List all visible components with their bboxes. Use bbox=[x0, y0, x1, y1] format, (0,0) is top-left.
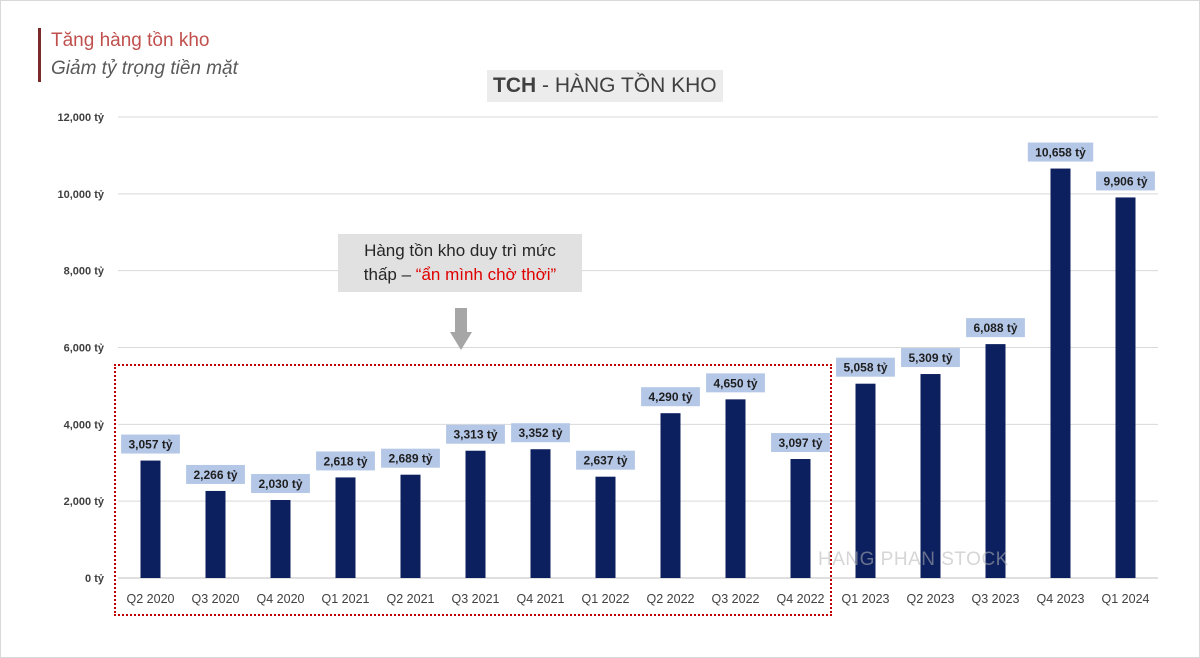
data-labels: 3,057 tỷ 2,266 tỷ 2,030 tỷ 2,618 tỷ 2,689 tỷ… bbox=[121, 142, 1155, 494]
bar bbox=[985, 344, 1006, 578]
x-tick-label: Q2 2021 bbox=[387, 592, 435, 606]
bar bbox=[855, 383, 876, 578]
data-label-bg bbox=[251, 474, 310, 494]
data-label-bg bbox=[186, 464, 245, 484]
bar bbox=[725, 399, 746, 578]
chart-title-text: - HÀNG TỒN KHO bbox=[536, 74, 717, 97]
x-tick-label: Q1 2024 bbox=[1102, 592, 1150, 606]
data-label-bg bbox=[121, 434, 180, 454]
data-label: 3,313 tỷ bbox=[453, 428, 497, 442]
bar bbox=[140, 460, 161, 578]
header-title: Tăng hàng tồn kho bbox=[51, 30, 210, 51]
bar bbox=[790, 459, 811, 578]
x-tick-label: Q4 2022 bbox=[777, 592, 825, 606]
data-label-bg bbox=[771, 433, 830, 453]
bar bbox=[205, 490, 226, 578]
bar bbox=[465, 450, 486, 578]
data-label: 9,906 tỷ bbox=[1103, 174, 1147, 188]
header-subtitle: Giảm tỷ trọng tiền mặt bbox=[51, 58, 238, 79]
y-tick-label: 0 tỷ bbox=[85, 573, 105, 585]
y-tick-label: 10,000 tỷ bbox=[58, 189, 105, 201]
x-tick-label: Q4 2020 bbox=[257, 592, 305, 606]
y-tick-label: 2,000 tỷ bbox=[64, 496, 105, 508]
data-label: 10,658 tỷ bbox=[1035, 146, 1086, 160]
data-label: 2,266 tỷ bbox=[193, 468, 237, 482]
watermark: HANG PHAN STOCK bbox=[818, 549, 1009, 570]
x-tick-label: Q1 2021 bbox=[322, 592, 370, 606]
y-tick-label: 4,000 tỷ bbox=[64, 419, 105, 431]
x-tick-label: Q3 2020 bbox=[192, 592, 240, 606]
data-label-bg bbox=[641, 387, 700, 407]
bar bbox=[1050, 168, 1071, 578]
data-label: 2,689 tỷ bbox=[388, 452, 432, 466]
highlight-region-box bbox=[114, 364, 832, 616]
x-tick-label: Q3 2022 bbox=[712, 592, 760, 606]
bar bbox=[400, 474, 421, 578]
data-label-bg bbox=[706, 373, 765, 393]
x-tick-label: Q1 2023 bbox=[842, 592, 890, 606]
x-tick-label: Q4 2023 bbox=[1037, 592, 1085, 606]
bar bbox=[335, 477, 356, 578]
chart-title-ticker: TCH bbox=[493, 74, 537, 97]
data-label-bg bbox=[381, 448, 440, 468]
bar bbox=[660, 413, 681, 578]
bar bbox=[270, 500, 291, 578]
annotation-line1: Hàng tồn kho duy trì mức bbox=[364, 241, 556, 260]
x-tick-label: Q2 2022 bbox=[647, 592, 695, 606]
x-tick-label: Q3 2021 bbox=[452, 592, 500, 606]
data-label: 3,057 tỷ bbox=[128, 438, 172, 452]
data-label-bg bbox=[511, 423, 570, 443]
x-tick-label: Q1 2022 bbox=[582, 592, 630, 606]
data-label-bg bbox=[316, 451, 375, 471]
down-arrow-icon bbox=[450, 308, 472, 350]
data-label-bg bbox=[446, 424, 505, 444]
data-label: 5,058 tỷ bbox=[843, 361, 887, 375]
data-label: 5,309 tỷ bbox=[908, 351, 952, 365]
data-label-bg bbox=[1027, 142, 1094, 162]
y-tick-label: 12,000 tỷ bbox=[58, 112, 105, 124]
annotation-line2: thấp – “ẩn mình chờ thời” bbox=[338, 263, 582, 287]
y-tick-label: 8,000 tỷ bbox=[64, 266, 105, 278]
annotation-line2-prefix: thấp – bbox=[363, 265, 416, 284]
data-label-bg bbox=[901, 348, 960, 368]
x-tick-label: Q2 2020 bbox=[127, 592, 175, 606]
data-label: 2,618 tỷ bbox=[323, 454, 367, 468]
y-tick-label: 6,000 tỷ bbox=[64, 343, 105, 355]
bar bbox=[530, 449, 551, 578]
y-axis-ticks: 0 tỷ 2,000 tỷ 4,000 tỷ 6,000 tỷ 8,000 tỷ 10,0… bbox=[58, 112, 105, 585]
annotation-highlight: “ẩn mình chờ thời” bbox=[415, 265, 557, 284]
data-label-bg bbox=[576, 450, 635, 470]
data-label: 6,088 tỷ bbox=[973, 321, 1017, 335]
bar bbox=[1115, 197, 1136, 578]
bar bbox=[595, 476, 616, 578]
annotation-callout: Hàng tồn kho duy trì mức thấp – “ẩn mình… bbox=[338, 234, 582, 292]
header-accent-bar bbox=[38, 28, 41, 82]
data-label-bg bbox=[966, 318, 1025, 338]
x-tick-label: Q2 2023 bbox=[907, 592, 955, 606]
grid-lines bbox=[118, 116, 1158, 579]
bars bbox=[140, 168, 1136, 578]
bar bbox=[920, 374, 941, 578]
x-tick-label: Q4 2021 bbox=[517, 592, 565, 606]
data-label: 2,637 tỷ bbox=[583, 454, 627, 468]
chart-title: TCH - HÀNG TỒN KHO bbox=[487, 70, 723, 102]
data-label-bg bbox=[1096, 171, 1155, 191]
data-label: 2,030 tỷ bbox=[258, 477, 302, 491]
x-tick-label: Q3 2023 bbox=[972, 592, 1020, 606]
data-label: 4,650 tỷ bbox=[713, 376, 757, 390]
data-label-bg bbox=[836, 357, 895, 377]
data-label: 4,290 tỷ bbox=[648, 390, 692, 404]
data-label: 3,097 tỷ bbox=[778, 436, 822, 450]
x-axis-ticks: Q2 2020 Q3 2020 Q4 2020 Q1 2021 Q2 2021 Q3 20… bbox=[127, 592, 1150, 606]
data-label: 3,352 tỷ bbox=[518, 426, 562, 440]
